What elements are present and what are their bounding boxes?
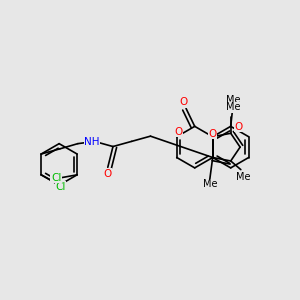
Text: Cl: Cl [51, 173, 61, 183]
Text: NH: NH [85, 137, 100, 147]
Text: Cl: Cl [55, 182, 66, 192]
Text: Me: Me [226, 95, 241, 105]
Text: O: O [208, 129, 217, 139]
Text: Me: Me [202, 179, 217, 189]
Text: O: O [180, 97, 188, 107]
Text: Me: Me [226, 102, 241, 112]
Text: Me: Me [236, 172, 251, 182]
Text: O: O [174, 127, 182, 136]
Text: O: O [104, 169, 112, 179]
Text: O: O [235, 122, 243, 132]
